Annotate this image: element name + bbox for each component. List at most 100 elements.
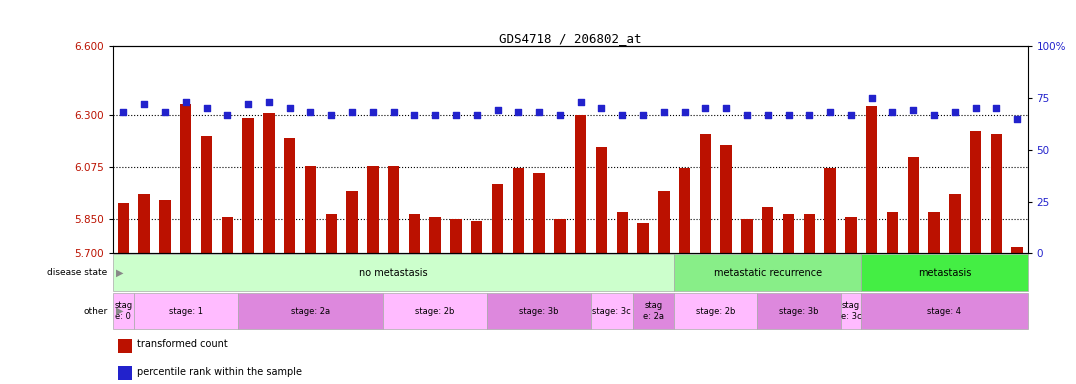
Bar (238, 293, 383, 329)
Bar (139, 194, 150, 253)
Point (821, 109, 838, 116)
Point (697, 105, 714, 111)
Text: stage: 4: stage: 4 (928, 306, 962, 316)
Bar (762, 207, 774, 253)
Point (178, 99, 195, 105)
Point (406, 111, 423, 118)
Point (489, 107, 506, 113)
Point (925, 111, 943, 118)
Bar (659, 191, 669, 253)
Bar (929, 212, 939, 253)
Point (946, 109, 963, 116)
Bar (675, 254, 861, 291)
Text: no metastasis: no metastasis (359, 268, 428, 278)
Bar (492, 184, 504, 253)
Text: other: other (83, 306, 108, 316)
Point (385, 109, 402, 116)
Bar (159, 200, 171, 253)
Bar (554, 219, 566, 253)
Bar (866, 106, 877, 253)
Bar (113, 254, 675, 291)
Text: ▶: ▶ (116, 306, 124, 316)
Bar (180, 104, 192, 253)
Point (613, 111, 631, 118)
Point (593, 105, 610, 111)
Point (198, 105, 215, 111)
Point (448, 111, 465, 118)
Bar (133, 293, 238, 329)
Text: metastasis: metastasis (918, 268, 972, 278)
Bar (113, 293, 133, 329)
Point (760, 111, 777, 118)
Point (738, 111, 755, 118)
Point (572, 99, 590, 105)
Bar (264, 113, 274, 253)
Bar (487, 293, 591, 329)
Text: stage: 2b: stage: 2b (696, 306, 736, 316)
Point (240, 101, 257, 107)
Bar (861, 293, 1028, 329)
Bar (633, 293, 675, 329)
Point (676, 109, 693, 116)
Bar (840, 293, 861, 329)
Text: transformed count: transformed count (137, 339, 227, 349)
Text: disease state: disease state (47, 268, 108, 277)
Bar (824, 168, 836, 253)
Point (655, 109, 672, 116)
Bar (450, 219, 462, 253)
Point (218, 111, 236, 118)
Text: stag
e: 3c: stag e: 3c (840, 301, 861, 321)
Text: metastatic recurrence: metastatic recurrence (713, 268, 822, 278)
Bar (1011, 247, 1023, 253)
Text: stage: 2a: stage: 2a (291, 306, 330, 316)
Bar (222, 217, 233, 253)
Bar (675, 293, 758, 329)
Point (551, 111, 568, 118)
Point (843, 111, 860, 118)
Point (635, 111, 652, 118)
Bar (679, 168, 691, 253)
Bar (575, 115, 586, 253)
Point (905, 107, 922, 113)
Bar (591, 293, 633, 329)
Bar (699, 134, 711, 253)
Bar (383, 293, 487, 329)
Bar (367, 166, 379, 253)
Bar (596, 147, 607, 253)
Bar (512, 168, 524, 253)
Title: GDS4718 / 206802_at: GDS4718 / 206802_at (499, 32, 641, 45)
Bar (637, 223, 649, 253)
Text: stage: 3b: stage: 3b (520, 306, 558, 316)
Bar (118, 366, 132, 380)
Bar (741, 219, 753, 253)
Text: stage: 3b: stage: 3b (779, 306, 819, 316)
Point (426, 111, 443, 118)
Point (468, 111, 485, 118)
Point (136, 101, 153, 107)
Bar (429, 217, 441, 253)
Bar (284, 138, 296, 253)
Point (863, 95, 880, 101)
Bar (346, 191, 357, 253)
Bar (969, 131, 981, 253)
Bar (949, 194, 961, 253)
Bar (845, 217, 856, 253)
Bar (758, 293, 840, 329)
Point (801, 111, 818, 118)
Bar (471, 221, 482, 253)
Bar (617, 212, 628, 253)
Text: stag
e: 2a: stag e: 2a (643, 301, 664, 321)
Bar (326, 214, 337, 253)
Bar (118, 339, 132, 353)
Point (115, 109, 132, 116)
Bar (201, 136, 212, 253)
Bar (409, 214, 420, 253)
Point (156, 109, 173, 116)
Bar (783, 214, 794, 253)
Text: stage: 2b: stage: 2b (415, 306, 455, 316)
Point (302, 109, 320, 116)
Text: stage: 1: stage: 1 (169, 306, 202, 316)
Bar (305, 166, 316, 253)
Point (281, 105, 298, 111)
Bar (721, 145, 732, 253)
